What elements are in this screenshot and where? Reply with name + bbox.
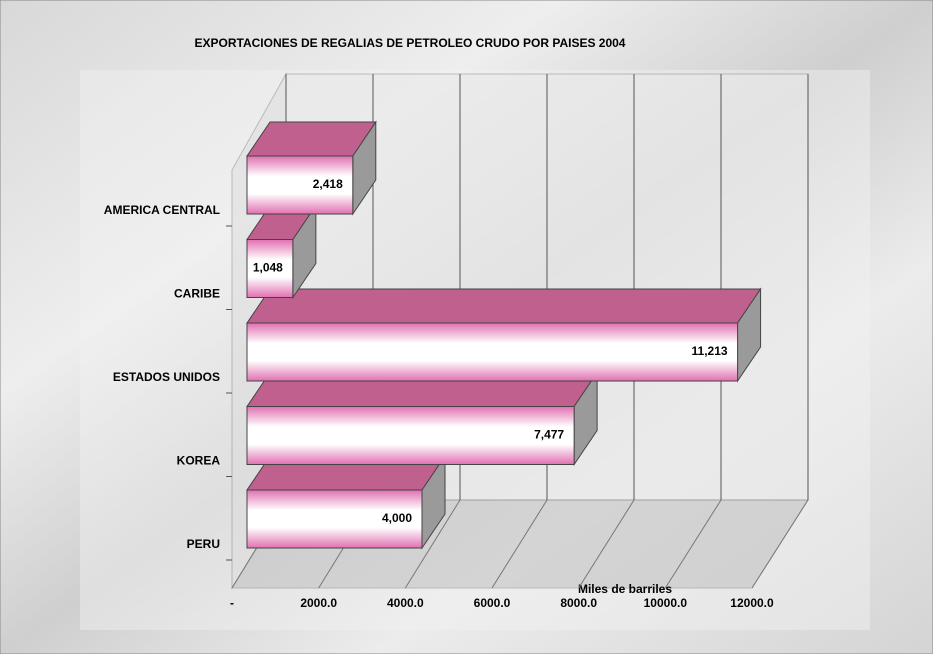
y-tick-label: ESTADOS UNIDOS	[113, 370, 220, 384]
bar	[246, 489, 423, 549]
x-tick-label: 8000.0	[560, 596, 597, 610]
x-tick-label: 12000.0	[730, 596, 774, 610]
value-label: 4,000	[382, 511, 412, 525]
value-label: 1,048	[253, 261, 283, 275]
chart-title: EXPORTACIONES DE REGALIAS DE PETROLEO CR…	[195, 36, 626, 50]
x-tick-label: 10000.0	[644, 596, 688, 610]
value-label: 2,418	[313, 177, 343, 191]
bar-top	[246, 288, 762, 324]
bar	[246, 406, 575, 465]
floor-grid-line	[664, 499, 722, 589]
y-tick-label: PERU	[187, 537, 220, 551]
x-tick-label: -	[230, 596, 234, 610]
bar	[246, 239, 294, 298]
x-tick-label: 4000.0	[387, 596, 424, 610]
y-tick-label: KOREA	[177, 454, 221, 468]
floor-grid-line	[404, 499, 461, 589]
x-axis-label: Miles de barriles	[578, 582, 672, 596]
bar	[246, 322, 739, 382]
value-label: 7,477	[534, 428, 564, 442]
value-label: 11,213	[692, 344, 728, 358]
bar	[246, 155, 354, 215]
x-tick-label: 6000.0	[474, 596, 511, 610]
y-tick-label: CARIBE	[174, 287, 220, 301]
floor-grid-line	[751, 499, 809, 589]
x-tick-label: 2000.0	[300, 596, 337, 610]
y-tick-label: AMERICA CENTRAL	[104, 203, 220, 217]
floor-grid-line	[491, 499, 548, 589]
floor-grid-line	[578, 499, 635, 589]
